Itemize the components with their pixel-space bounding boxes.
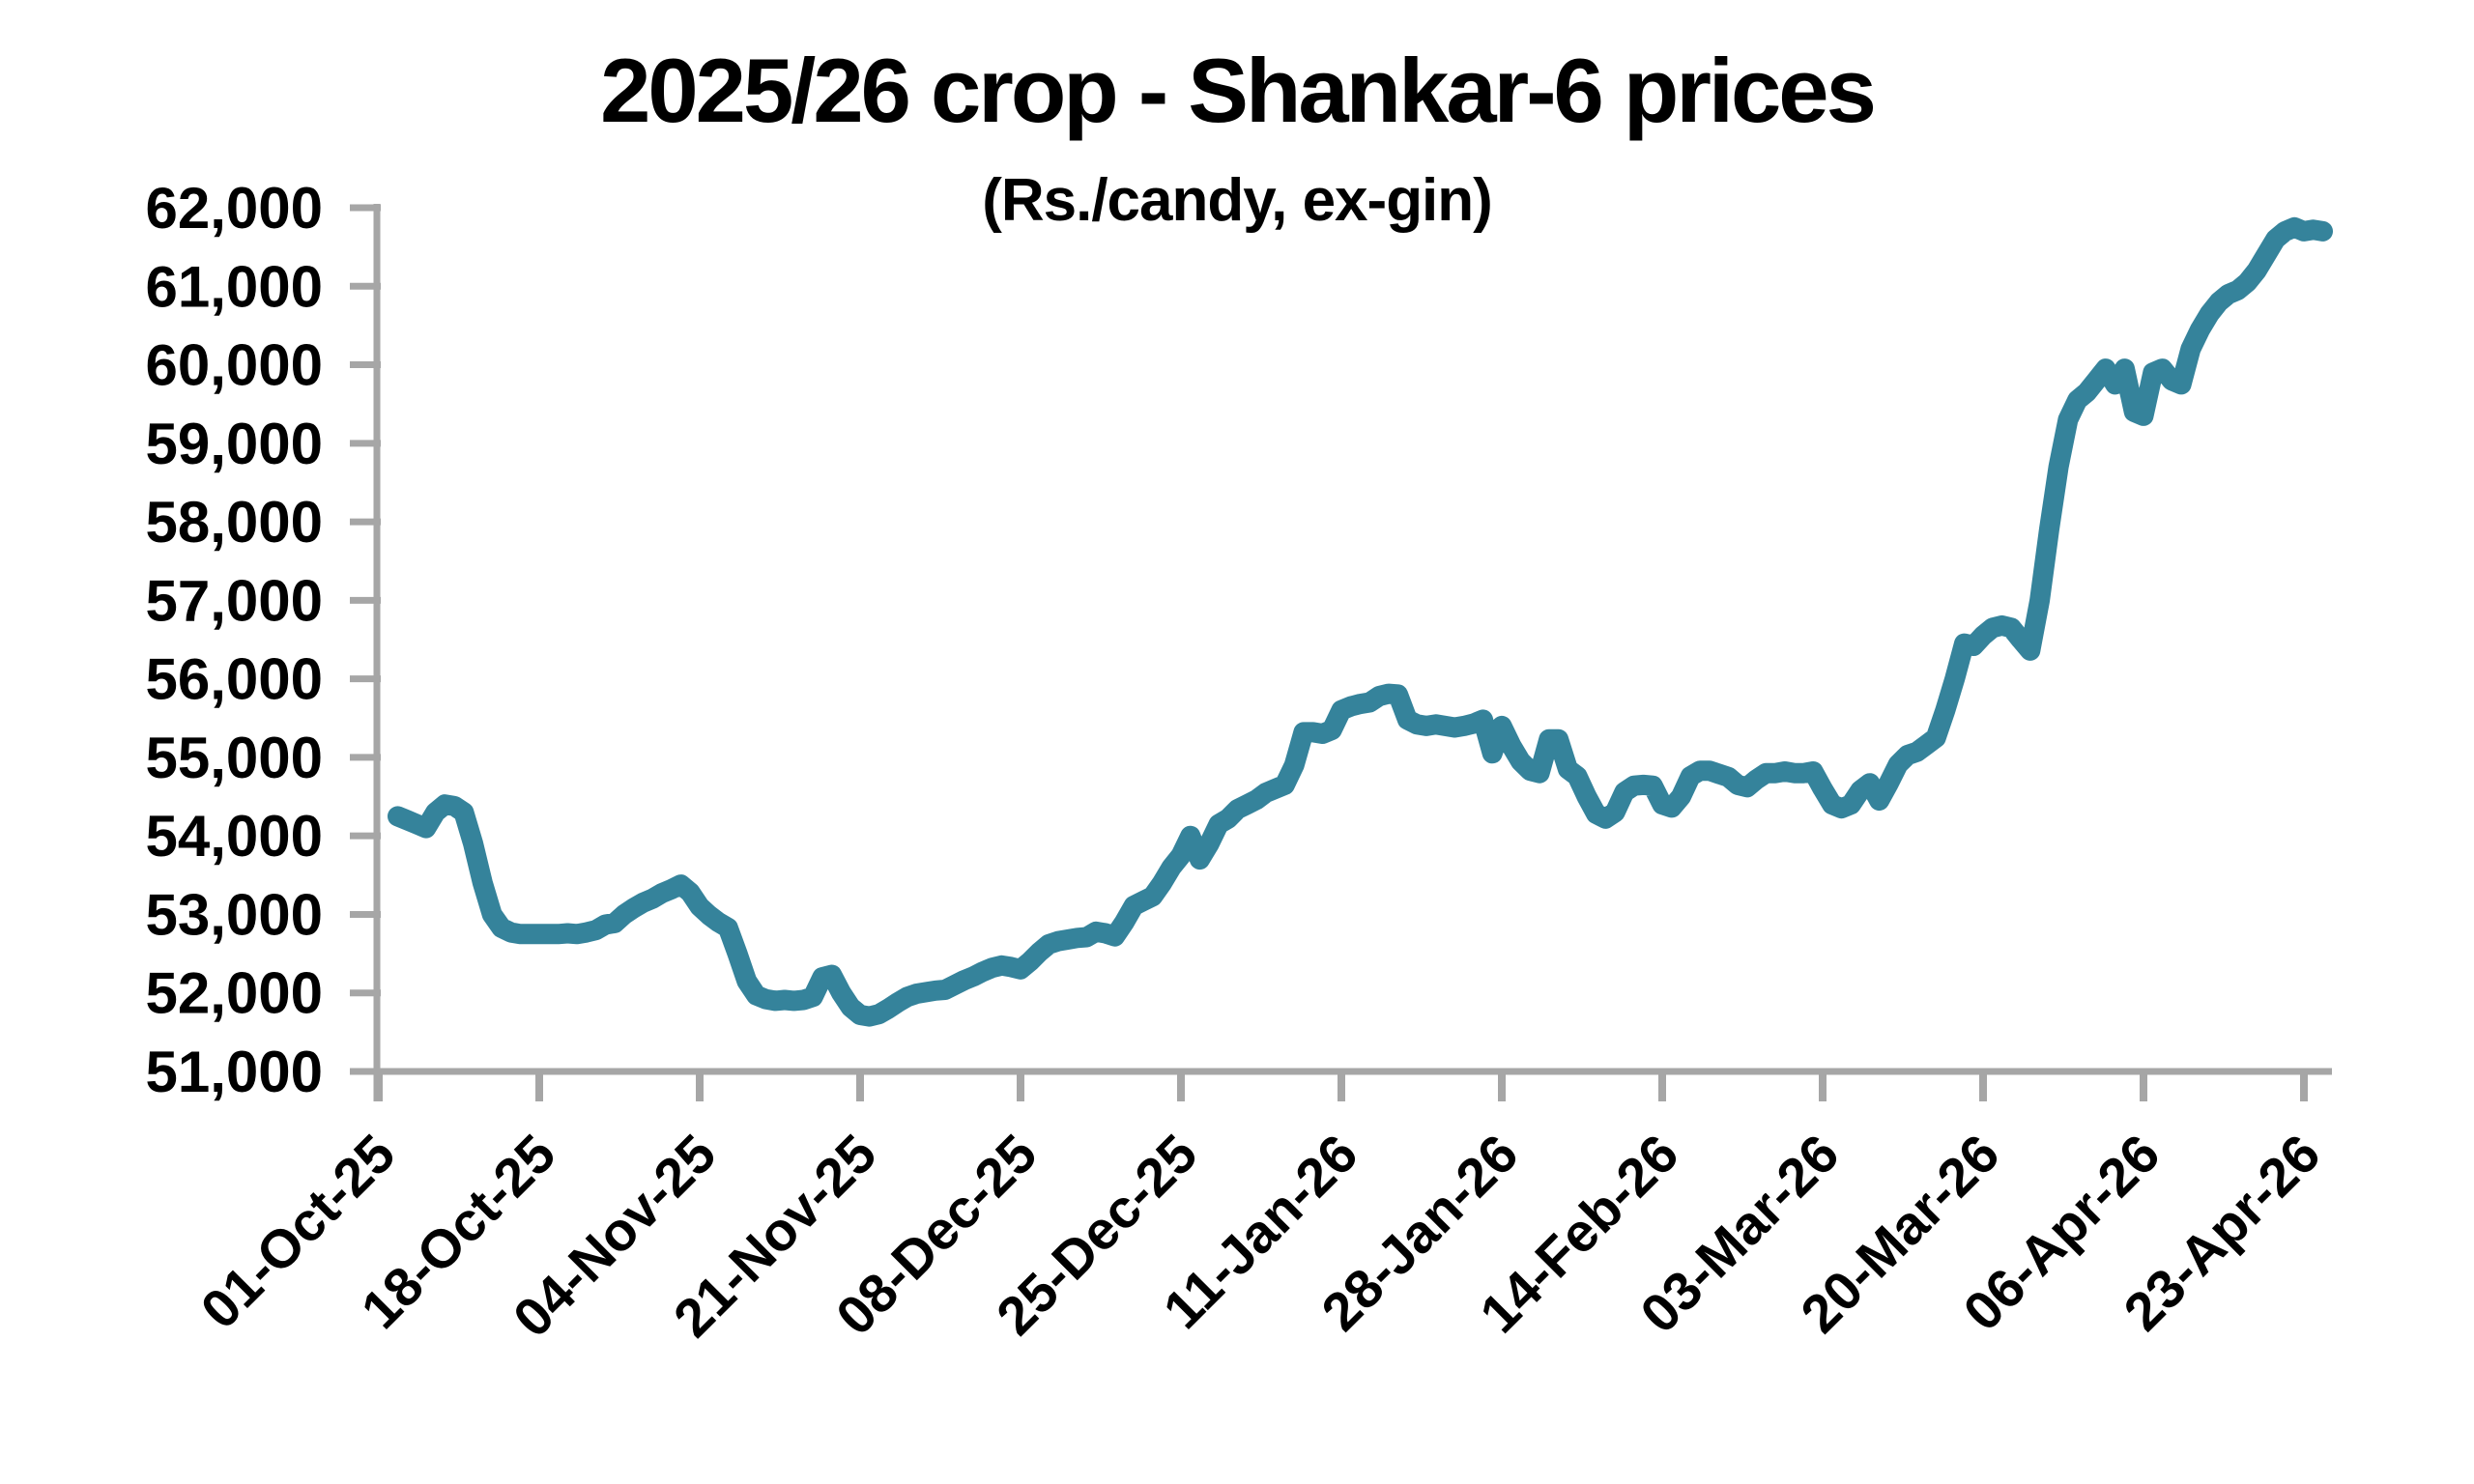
y-tick-label: 58,000 [145,490,323,555]
chart-title: 2025/26 crop - Shankar-6 prices [600,40,1877,141]
y-tick-label: 53,000 [145,882,323,947]
y-tick-label: 51,000 [145,1040,323,1104]
y-tick-label: 61,000 [145,254,323,319]
chart-subtitle: (Rs./candy, ex-gin) [982,167,1493,234]
y-tick-label: 60,000 [145,333,323,398]
y-tick-label: 59,000 [145,412,323,476]
y-tick-label: 52,000 [145,961,323,1026]
price-line-series [388,216,2333,1027]
y-tick-label: 56,000 [145,647,323,712]
y-tick-label: 55,000 [145,726,323,790]
y-tick-label: 57,000 [145,568,323,633]
y-tick-label: 62,000 [145,176,323,241]
y-tick-label: 54,000 [145,804,323,869]
